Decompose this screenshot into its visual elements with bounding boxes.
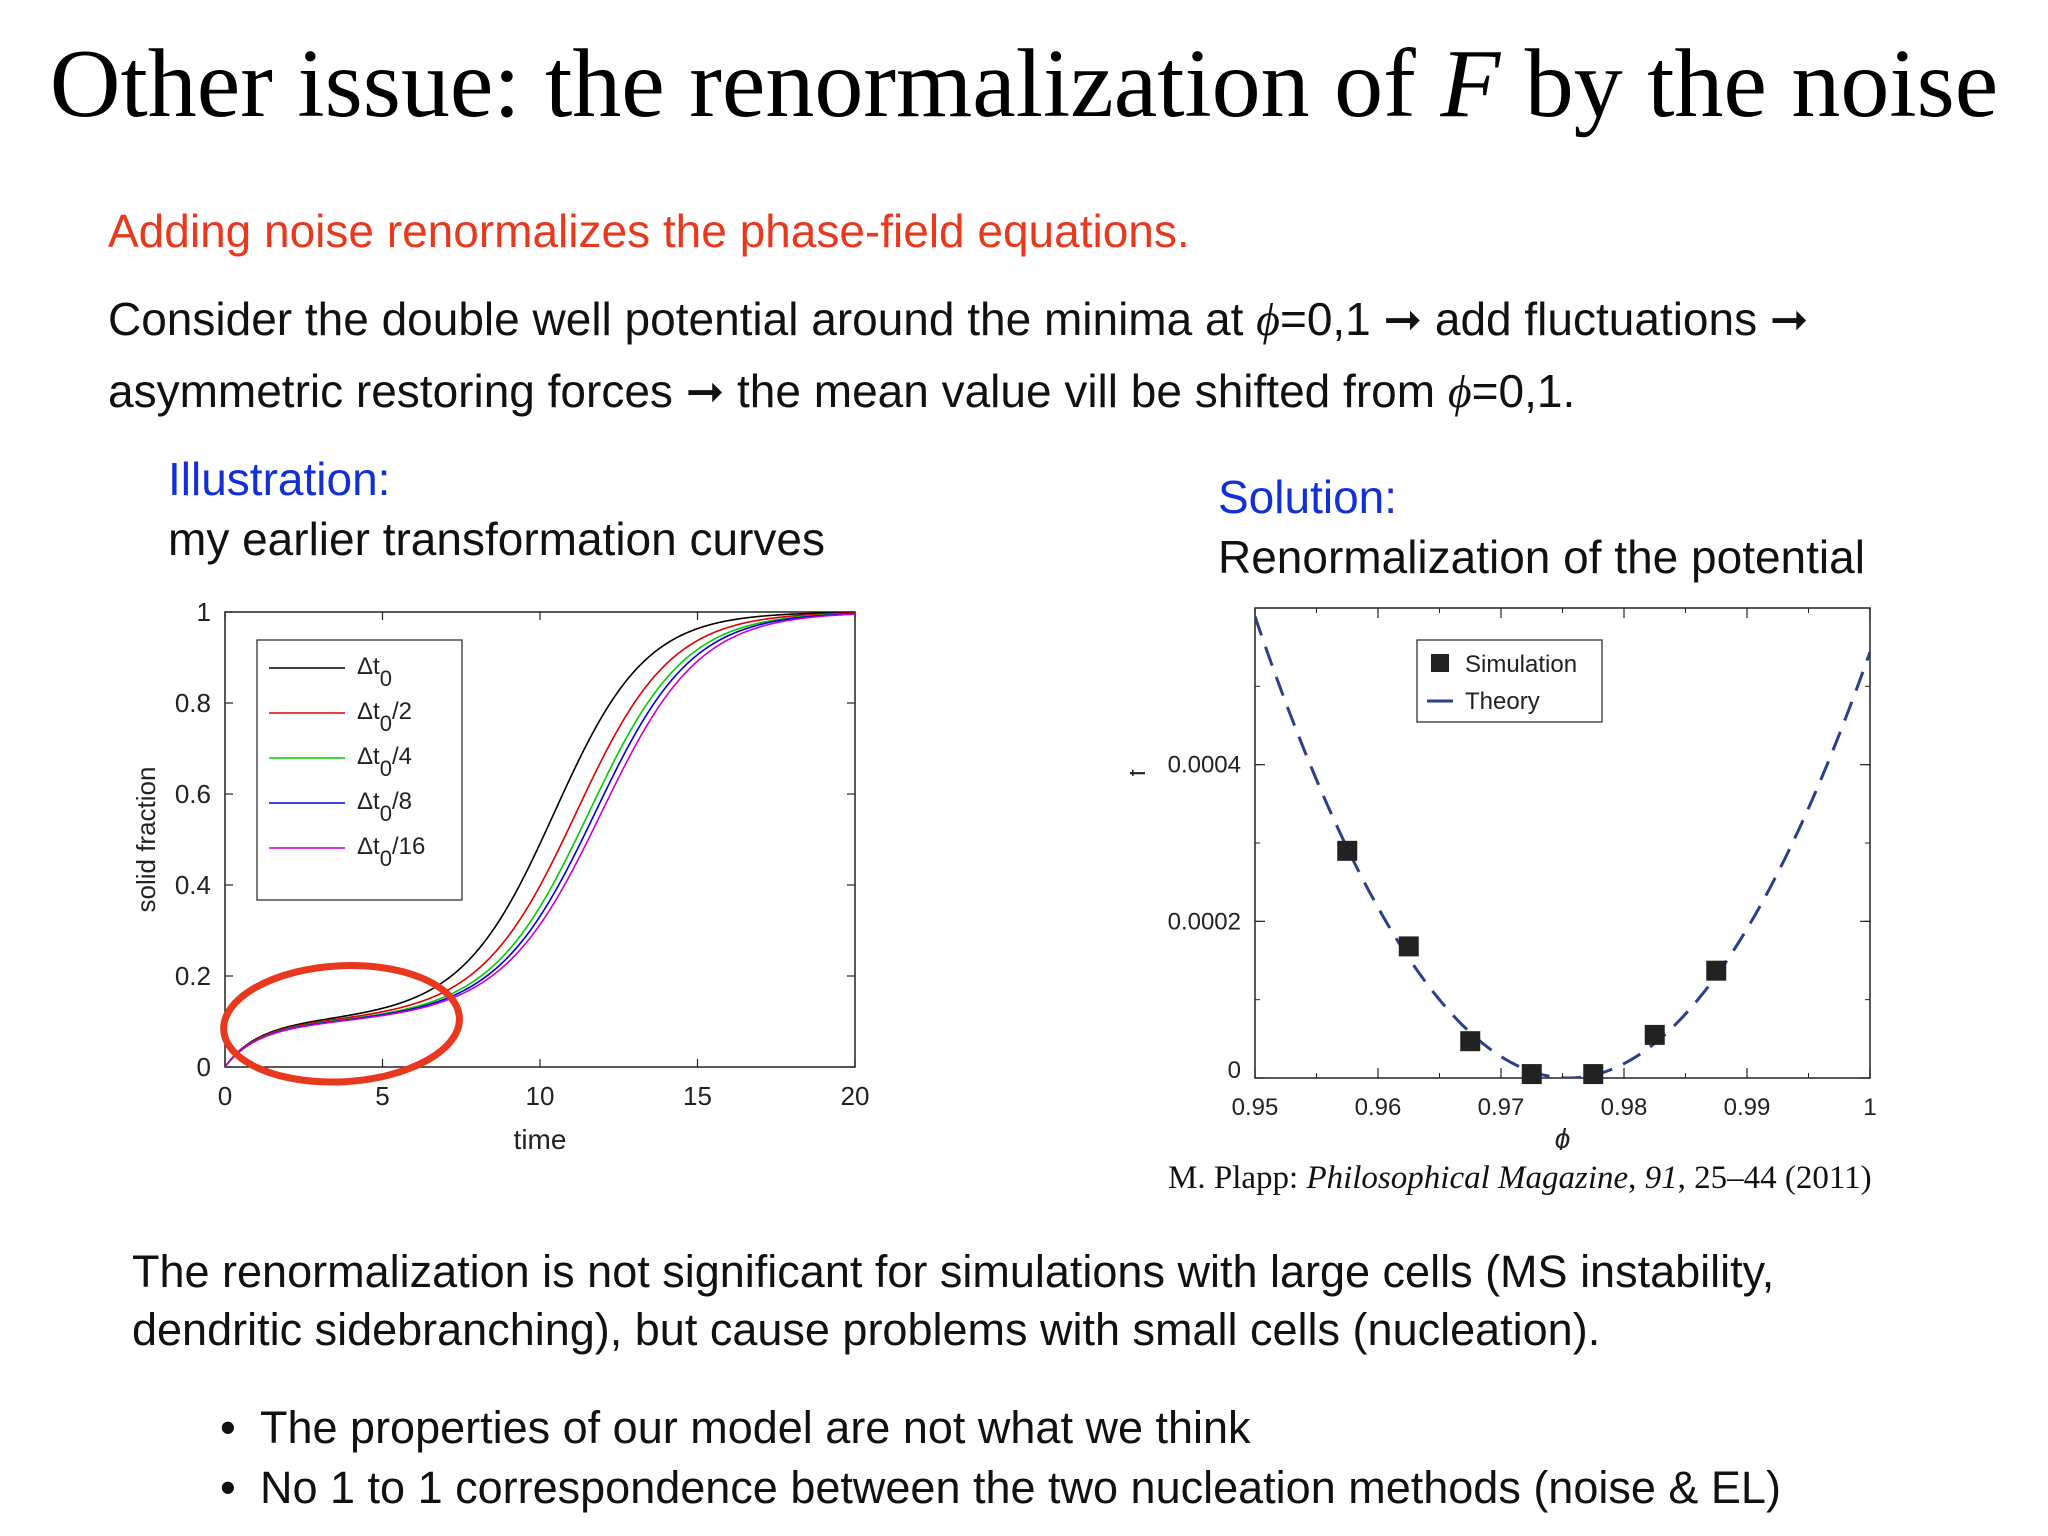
y-tick-label: 0 — [197, 1052, 211, 1082]
simulation-point — [1583, 1064, 1604, 1085]
legend-entry: Δt0/2 — [357, 698, 412, 736]
y-tick-label: 0.6 — [175, 779, 211, 809]
series-line — [224, 613, 856, 1068]
y-tick-label: 0 — [1228, 1057, 1241, 1084]
transformation-curves-chart: 0 5 10 15 20 0 0.2 0.4 0.6 0.8 1 time solid fraction… — [131, 597, 870, 1155]
y-tick-label: 0.0002 — [1168, 908, 1241, 935]
left-panel-subheading: my earlier transformation curves — [168, 513, 825, 565]
x-tick-label: 10 — [526, 1081, 555, 1111]
left-panel-heading: Illustration: — [168, 453, 391, 505]
legend-swatch — [1431, 654, 1449, 672]
legend-entry: Simulation — [1465, 651, 1577, 678]
simulation-point — [1644, 1024, 1665, 1045]
x-axis-label: ϕ — [1555, 1123, 1571, 1150]
y-tick-label: 0.8 — [175, 688, 211, 718]
conclusion-line-2: dendritic sidebranching), but cause prob… — [132, 1304, 1601, 1355]
bullet-item-2: • No 1 to 1 correspondence between the tw… — [220, 1462, 1781, 1513]
subtitle: Adding noise renormalizes the phase-fiel… — [108, 205, 1190, 257]
x-axis-label: time — [514, 1124, 567, 1155]
legend-box — [1416, 639, 1603, 723]
x-tick-label: 1 — [1863, 1094, 1876, 1121]
right-panel-subheading: Renormalization of the potential — [1218, 531, 1865, 583]
legend-entry: Δt0/16 — [357, 833, 425, 871]
simulation-point — [1521, 1064, 1542, 1085]
x-tick-label: 15 — [683, 1081, 712, 1111]
x-tick-label: 0.95 — [1232, 1094, 1279, 1121]
legend-box — [256, 639, 463, 901]
series-line — [224, 612, 856, 1068]
y-axis-label: f — [1130, 769, 1151, 776]
simulation-point — [1460, 1031, 1481, 1052]
y-tick-label: 0.2 — [175, 961, 211, 991]
x-tick-label: 20 — [841, 1081, 870, 1111]
legend-entry: Theory — [1465, 688, 1540, 715]
conclusion-line-1: The renormalization is not significant f… — [132, 1246, 1775, 1297]
series-line — [224, 611, 856, 1068]
slide-title: Other issue: the renormalization of F by… — [49, 30, 1999, 138]
x-tick-label: 5 — [375, 1081, 389, 1111]
x-tick-label: 0.97 — [1478, 1094, 1525, 1121]
legend-entry: Δt0 — [357, 653, 392, 691]
intro-line-1: Consider the double well potential aroun… — [108, 293, 1809, 345]
x-tick-label: 0.98 — [1601, 1094, 1648, 1121]
x-tick-label: 0.99 — [1724, 1094, 1771, 1121]
y-tick-label: 0.0004 — [1168, 752, 1241, 779]
y-tick-label: 0.4 — [175, 870, 211, 900]
right-panel-heading: Solution: — [1218, 471, 1398, 523]
citation: M. Plapp: Philosophical Magazine, 91, 25… — [1168, 1160, 1872, 1196]
y-tick-label: 1 — [197, 597, 211, 627]
legend-entry: Δt0/4 — [357, 743, 412, 781]
theory-curve — [1255, 616, 1870, 1078]
x-tick-label: 0.96 — [1355, 1094, 1402, 1121]
y-axis-label: solid fraction — [131, 767, 161, 913]
potential-chart: 0.95 0.96 0.97 0.98 0.99 1 0 0.0002 0.0004 ϕ f Sim… — [1130, 607, 1877, 1150]
x-tick-label: 0 — [218, 1081, 232, 1111]
legend-entry: Δt0/8 — [357, 788, 412, 826]
simulation-point — [1337, 840, 1358, 861]
intro-line-2: asymmetric restoring forces ➞ the mean v… — [108, 365, 1576, 417]
simulation-point — [1398, 936, 1419, 957]
simulation-point — [1706, 960, 1727, 981]
highlight-ellipse — [220, 962, 463, 1086]
bullet-item-1: • The properties of our model are not wha… — [220, 1402, 1251, 1453]
